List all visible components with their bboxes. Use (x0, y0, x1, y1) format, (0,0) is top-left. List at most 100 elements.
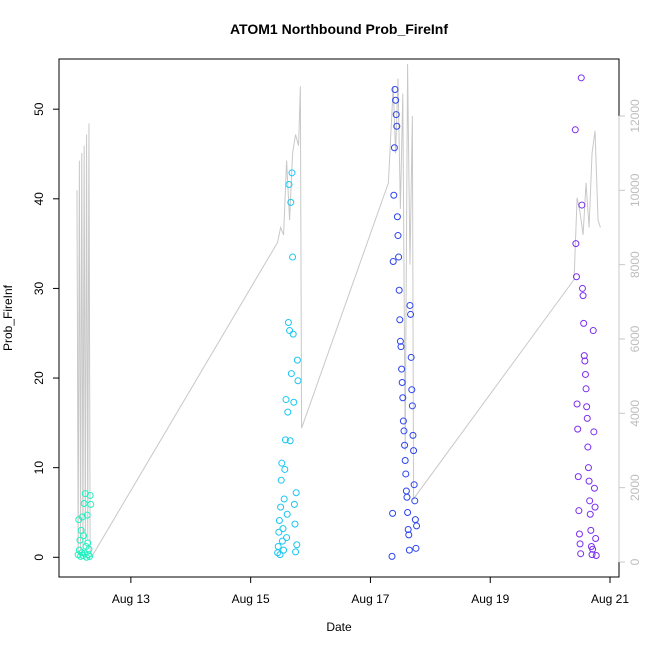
plot-frame (58, 58, 620, 578)
point (392, 96, 400, 104)
point (589, 545, 597, 553)
point (292, 548, 300, 556)
point (394, 232, 402, 240)
chart-title: ATOM1 Northbound Prob_FireInf (230, 21, 448, 37)
point (582, 385, 590, 393)
x-axis-label: Date (326, 620, 352, 634)
point (81, 490, 89, 498)
point (587, 526, 595, 534)
point (287, 198, 295, 206)
y-tick-label: 30 (32, 281, 46, 295)
point (80, 532, 88, 540)
point (580, 352, 588, 360)
point (410, 481, 418, 489)
point (588, 551, 596, 559)
point (279, 525, 287, 533)
point (282, 396, 290, 404)
point (396, 337, 404, 345)
point (592, 551, 600, 559)
point (390, 191, 398, 199)
point (575, 530, 583, 538)
point (83, 511, 91, 519)
point (578, 284, 586, 292)
point (402, 487, 410, 495)
point (402, 470, 410, 478)
point (585, 477, 593, 485)
point (591, 503, 599, 511)
point (410, 447, 418, 455)
point (277, 503, 285, 511)
point (592, 534, 600, 542)
point (76, 536, 84, 544)
point (389, 258, 397, 266)
point (574, 473, 582, 481)
point (286, 327, 294, 335)
point (583, 414, 591, 422)
point (405, 531, 413, 539)
point (280, 546, 288, 554)
point (277, 476, 285, 484)
point (577, 550, 585, 558)
y2-tick-label: 0 (628, 558, 642, 565)
point (281, 465, 289, 473)
y-tick-label: 0 (32, 554, 46, 561)
point (288, 169, 296, 177)
point (579, 292, 587, 300)
point (278, 537, 286, 545)
point (395, 286, 403, 294)
y-tick-label: 20 (32, 371, 46, 385)
point (392, 111, 400, 119)
y-tick-label: 40 (32, 192, 46, 206)
point (586, 510, 594, 518)
point (409, 431, 417, 439)
y2-tick-label: 6000 (628, 325, 642, 352)
point (275, 517, 283, 525)
point (290, 398, 298, 406)
point (281, 436, 289, 444)
point (407, 310, 415, 318)
point (586, 497, 594, 505)
point (389, 509, 397, 517)
point (399, 417, 407, 425)
point (590, 484, 598, 492)
point (583, 403, 591, 411)
point (401, 456, 409, 464)
point (293, 356, 301, 364)
point (572, 240, 580, 248)
x-tick-label: Aug 19 (471, 592, 509, 606)
point (286, 437, 294, 445)
point (401, 441, 409, 449)
point (294, 377, 302, 385)
point (284, 408, 292, 416)
point (589, 327, 597, 335)
point (86, 552, 94, 560)
point (292, 489, 300, 497)
point (291, 520, 299, 528)
point (276, 551, 284, 559)
point (285, 180, 293, 188)
point (80, 500, 88, 508)
point (290, 500, 298, 508)
point (274, 543, 282, 551)
point (411, 516, 419, 524)
point (581, 370, 589, 378)
point (581, 357, 589, 365)
point (571, 126, 579, 134)
point (405, 546, 413, 554)
point (406, 301, 414, 309)
point (408, 386, 416, 394)
point (393, 122, 401, 130)
point (85, 545, 93, 553)
y2-tick-label: 2000 (628, 474, 642, 501)
point (403, 493, 411, 501)
point (407, 353, 415, 361)
point (398, 379, 406, 387)
y2-tick-label: 4000 (628, 400, 642, 427)
point (84, 551, 92, 559)
y2-tick-label: 10000 (628, 173, 642, 207)
point (584, 443, 592, 451)
point (284, 318, 292, 326)
point (572, 273, 580, 281)
point (86, 491, 94, 499)
point (580, 319, 588, 327)
